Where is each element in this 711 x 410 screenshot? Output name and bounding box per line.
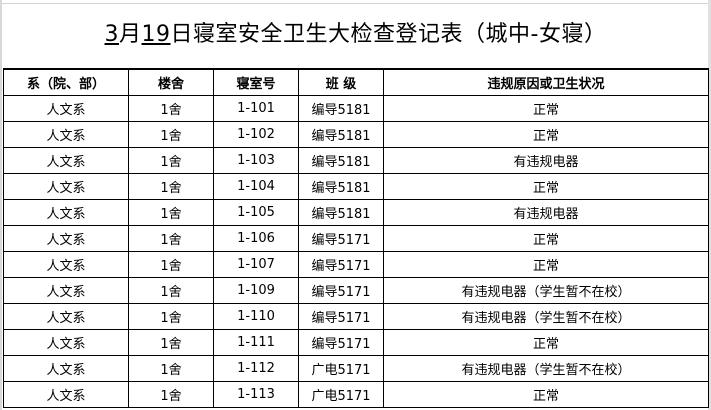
cell-status[interactable]: 有违规电器 — [383, 147, 709, 174]
title-text: 日寝室安全卫生大检查登记表（城中-女寝） — [170, 22, 607, 47]
cell-status[interactable]: 正常 — [383, 121, 709, 148]
header-room: 寝室号 — [213, 68, 299, 96]
cell-building[interactable]: 1舍 — [128, 147, 214, 174]
cell-status[interactable]: 有违规电器（学生暂不在校） — [383, 355, 709, 382]
cell-building[interactable]: 1舍 — [128, 173, 214, 200]
cell-building[interactable]: 1舍 — [128, 355, 214, 382]
cell-department[interactable]: 人文系 — [3, 277, 129, 304]
cell-department[interactable]: 人文系 — [3, 303, 129, 330]
cell-room[interactable]: 1-112 — [213, 355, 299, 382]
cell-department[interactable]: 人文系 — [3, 173, 129, 200]
table-row: 人文系 1舍 1-106 编导5171 正常 — [3, 225, 709, 252]
table-row: 人文系 1舍 1-101 编导5181 正常 — [3, 95, 709, 122]
cell-room[interactable]: 1-102 — [213, 121, 299, 148]
sheet-gridline — [0, 0, 711, 4]
cell-department[interactable]: 人文系 — [3, 381, 129, 408]
cell-class[interactable]: 编导5181 — [298, 95, 384, 122]
page-title: 3月19日寝室安全卫生大检查登记表（城中-女寝） — [0, 16, 711, 48]
cell-building[interactable]: 1舍 — [128, 95, 214, 122]
cell-room[interactable]: 1-110 — [213, 303, 299, 330]
header-row: 系（院、部） 楼舍 寝室号 班 级 违规原因或卫生状况 — [3, 68, 709, 96]
table-row: 人文系 1舍 1-102 编导5181 正常 — [3, 121, 709, 148]
header-department: 系（院、部） — [3, 68, 129, 96]
cell-status[interactable]: 有违规电器 — [383, 199, 709, 226]
cell-room[interactable]: 1-101 — [213, 95, 299, 122]
cell-room[interactable]: 1-106 — [213, 225, 299, 252]
cell-department[interactable]: 人文系 — [3, 199, 129, 226]
table-row: 人文系 1舍 1-104 编导5181 正常 — [3, 173, 709, 200]
table-row: 人文系 1舍 1-112 广电5171 有违规电器（学生暂不在校） — [3, 355, 709, 382]
cell-building[interactable]: 1舍 — [128, 251, 214, 278]
title-month: 3 — [104, 22, 120, 47]
table-row: 人文系 1舍 1-113 广电5171 正常 — [3, 381, 709, 408]
header-building: 楼舍 — [128, 68, 214, 96]
cell-building[interactable]: 1舍 — [128, 199, 214, 226]
cell-department[interactable]: 人文系 — [3, 355, 129, 382]
cell-class[interactable]: 广电5171 — [298, 381, 384, 408]
cell-building[interactable]: 1舍 — [128, 277, 214, 304]
cell-department[interactable]: 人文系 — [3, 329, 129, 356]
cell-building[interactable]: 1舍 — [128, 225, 214, 252]
cell-status[interactable]: 正常 — [383, 95, 709, 122]
cell-class[interactable]: 编导5171 — [298, 329, 384, 356]
cell-department[interactable]: 人文系 — [3, 225, 129, 252]
cell-status[interactable]: 有违规电器（学生暂不在校） — [383, 303, 709, 330]
cell-building[interactable]: 1舍 — [128, 121, 214, 148]
cell-status[interactable]: 有违规电器（学生暂不在校） — [383, 277, 709, 304]
table-row: 人文系 1舍 1-105 编导5181 有违规电器 — [3, 199, 709, 226]
title-day: 19 — [141, 22, 171, 47]
cell-class[interactable]: 编导5181 — [298, 199, 384, 226]
cell-class[interactable]: 编导5181 — [298, 121, 384, 148]
cell-room[interactable]: 1-109 — [213, 277, 299, 304]
title-month-unit: 月 — [119, 22, 142, 47]
cell-department[interactable]: 人文系 — [3, 147, 129, 174]
scrollbar[interactable] — [708, 0, 711, 410]
cell-class[interactable]: 编导5171 — [298, 277, 384, 304]
cell-department[interactable]: 人文系 — [3, 121, 129, 148]
cell-department[interactable]: 人文系 — [3, 95, 129, 122]
cell-class[interactable]: 广电5171 — [298, 355, 384, 382]
cell-status[interactable]: 正常 — [383, 173, 709, 200]
cell-room[interactable]: 1-107 — [213, 251, 299, 278]
sheet-left-edge — [0, 0, 2, 410]
table-row: 人文系 1舍 1-110 编导5171 有违规电器（学生暂不在校） — [3, 303, 709, 330]
cell-building[interactable]: 1舍 — [128, 303, 214, 330]
cell-class[interactable]: 编导5181 — [298, 147, 384, 174]
cell-class[interactable]: 编导5171 — [298, 303, 384, 330]
cell-room[interactable]: 1-104 — [213, 173, 299, 200]
cell-room[interactable]: 1-105 — [213, 199, 299, 226]
cell-room[interactable]: 1-113 — [213, 381, 299, 408]
cell-status[interactable]: 正常 — [383, 225, 709, 252]
cell-class[interactable]: 编导5171 — [298, 251, 384, 278]
cell-class[interactable]: 编导5181 — [298, 173, 384, 200]
table-row: 人文系 1舍 1-111 编导5171 正常 — [3, 329, 709, 356]
cell-room[interactable]: 1-103 — [213, 147, 299, 174]
inspection-table: 系（院、部） 楼舍 寝室号 班 级 违规原因或卫生状况 人文系 1舍 1-101 编导… — [3, 68, 709, 408]
cell-status[interactable]: 正常 — [383, 329, 709, 356]
cell-status[interactable]: 正常 — [383, 251, 709, 278]
cell-building[interactable]: 1舍 — [128, 381, 214, 408]
cell-department[interactable]: 人文系 — [3, 251, 129, 278]
header-status: 违规原因或卫生状况 — [383, 68, 709, 96]
cell-room[interactable]: 1-111 — [213, 329, 299, 356]
table-row: 人文系 1舍 1-109 编导5171 有违规电器（学生暂不在校） — [3, 277, 709, 304]
cell-class[interactable]: 编导5171 — [298, 225, 384, 252]
header-class: 班 级 — [298, 68, 384, 96]
table-row: 人文系 1舍 1-103 编导5181 有违规电器 — [3, 147, 709, 174]
cell-status[interactable]: 正常 — [383, 381, 709, 408]
table-row: 人文系 1舍 1-107 编导5171 正常 — [3, 251, 709, 278]
cell-building[interactable]: 1舍 — [128, 329, 214, 356]
